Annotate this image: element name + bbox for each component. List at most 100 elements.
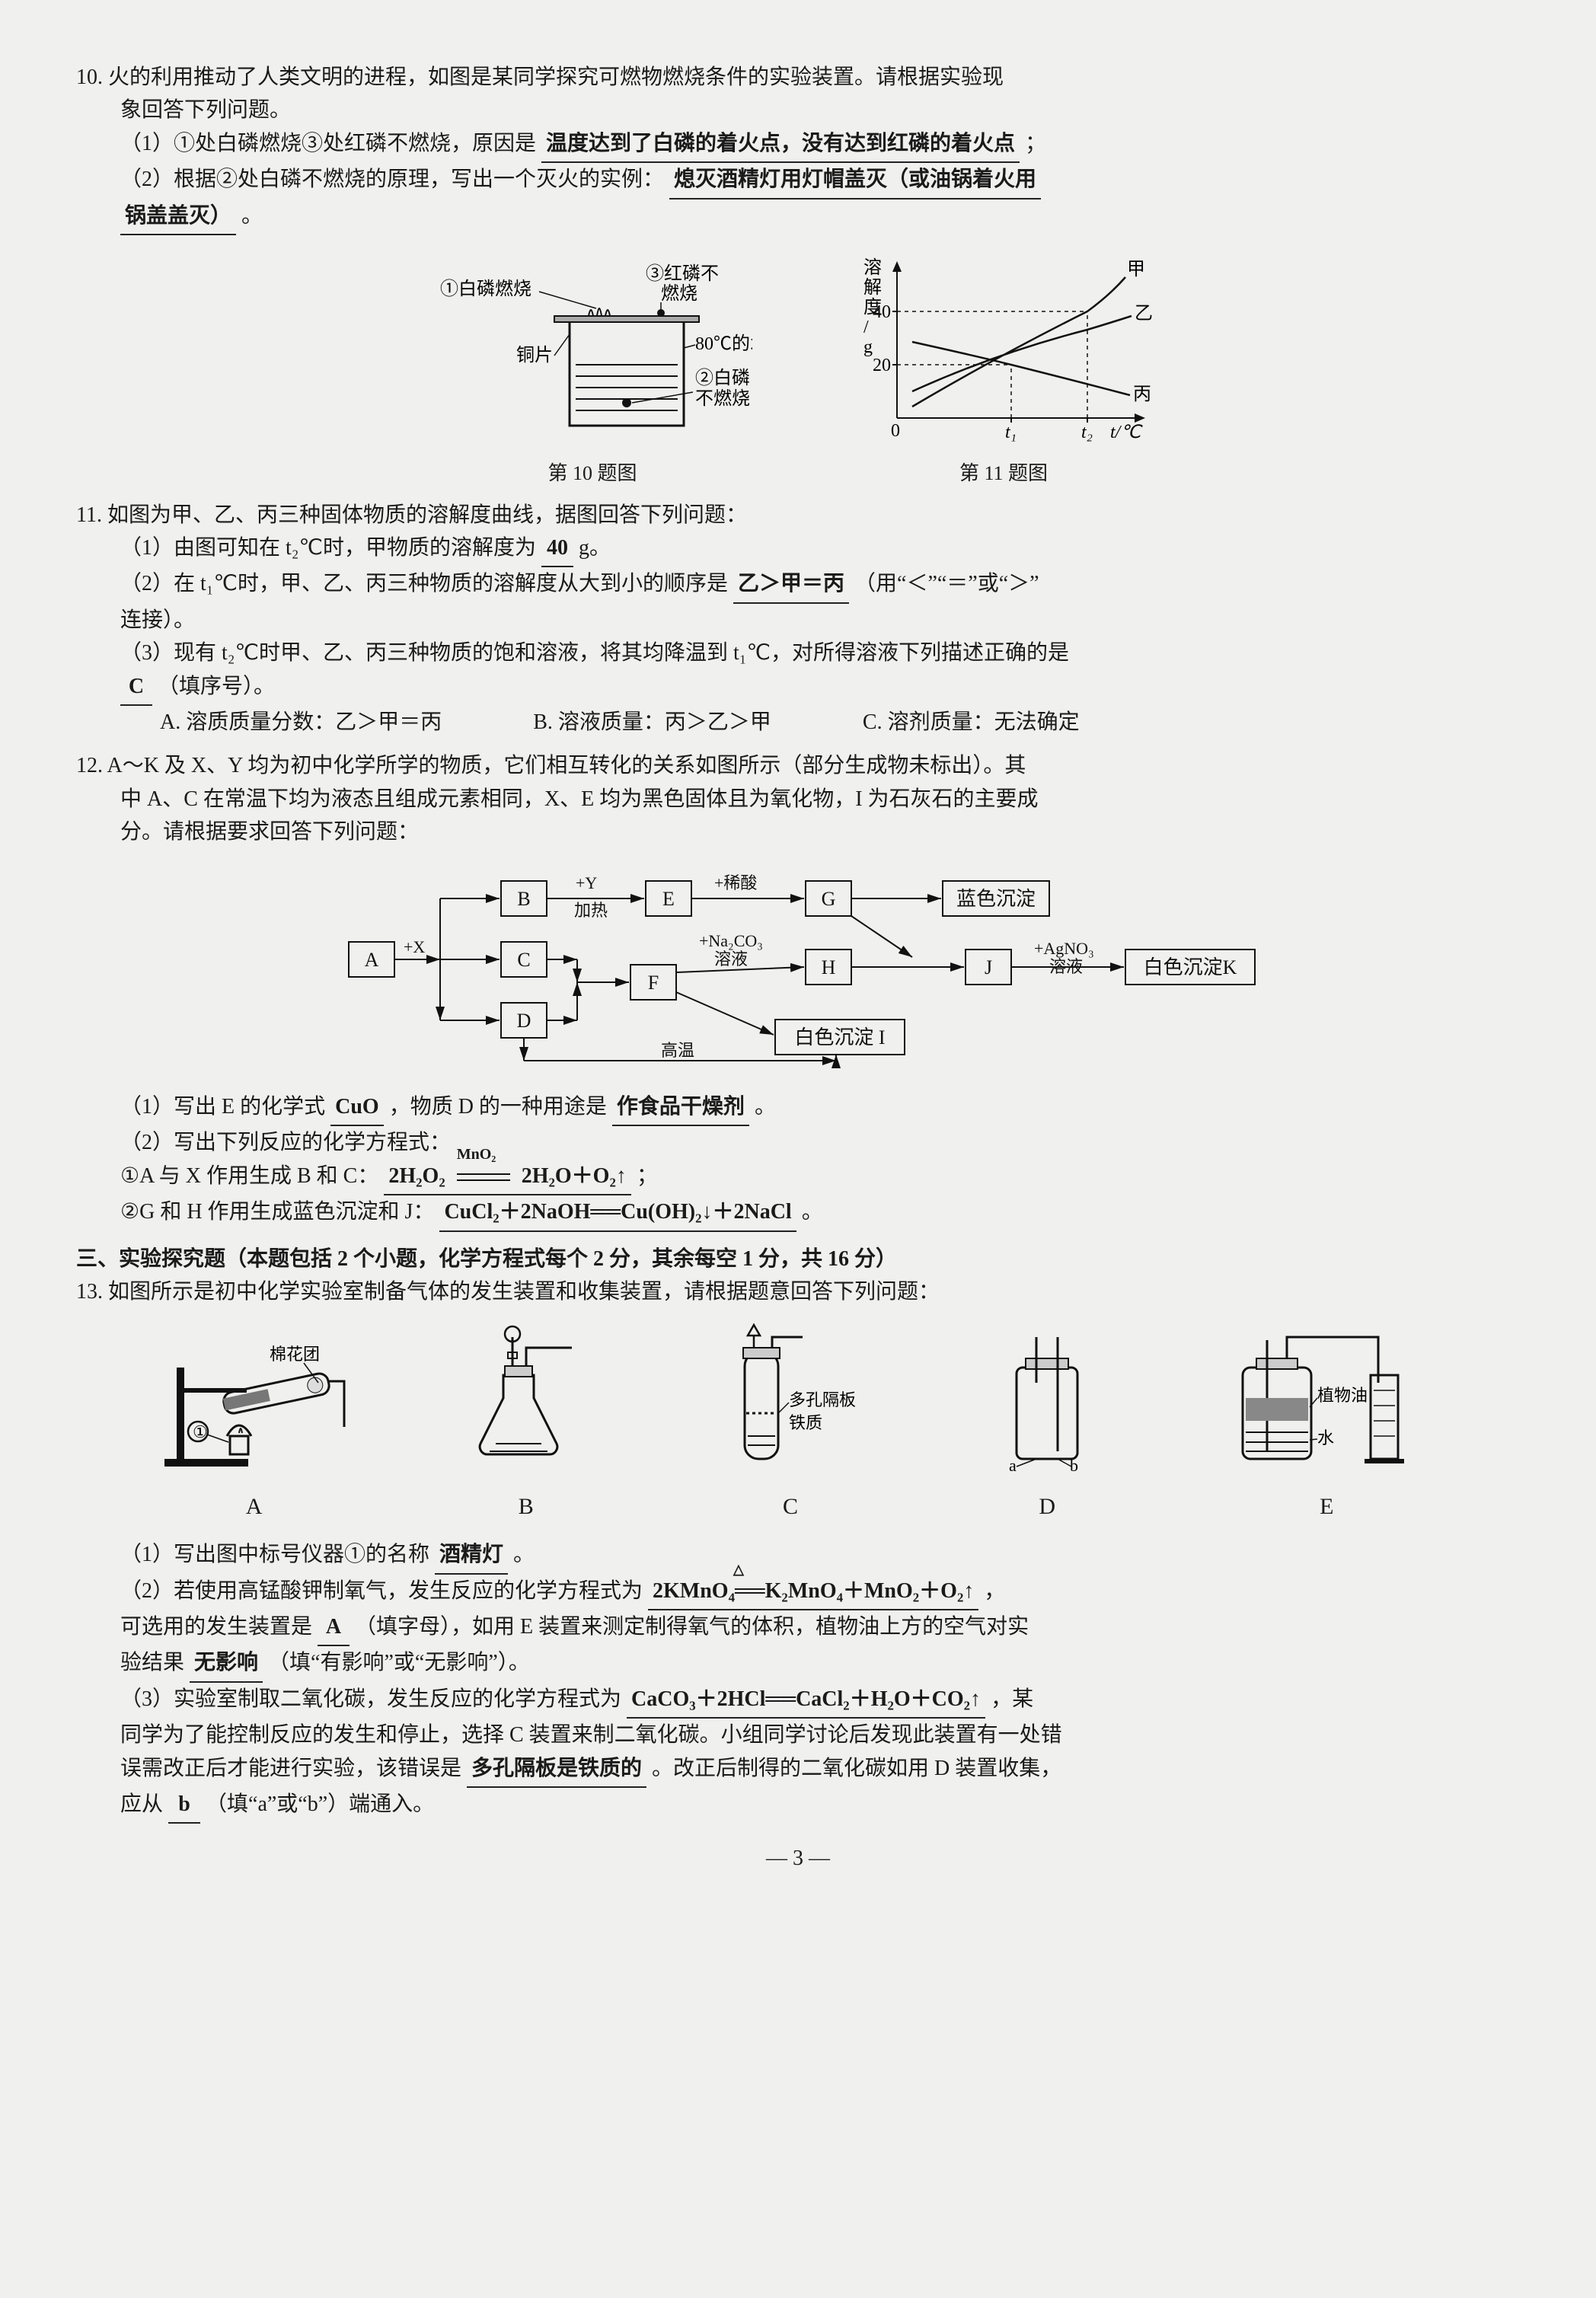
q12-p1-b: ，物质 D 的一种用途是 — [389, 1095, 607, 1119]
svg-text:t/℃: t/℃ — [1110, 423, 1143, 442]
svg-text:B: B — [517, 888, 530, 910]
question-13: 13. 如图所示是初中化学实验室制备气体的发生装置和收集装置，请根据题意回答下列… — [76, 1275, 1520, 1824]
svg-text:加热: 加热 — [574, 901, 608, 920]
q11-p3-a: （3）现有 t₂℃时甲、乙、丙三种物质的饱和溶液，将其均降温到 t₁℃，对所得溶… — [120, 641, 1069, 665]
svg-text:①: ① — [193, 1422, 208, 1441]
q11-stem: 如图为甲、乙、丙三种固体物质的溶解度曲线，据图回答下列问题： — [107, 503, 747, 527]
svg-text:C: C — [517, 949, 530, 971]
q13-p2-f: （填“有影响”或“无影响”）。 — [268, 1651, 530, 1674]
q11-p1-b: g。 — [579, 536, 611, 560]
svg-text:+稀酸: +稀酸 — [714, 873, 757, 892]
q12-eq2-blank: CuCl₂＋2NaOH══Cu(OH)₂↓＋2NaCl — [439, 1195, 796, 1231]
svg-text:F: F — [648, 972, 659, 994]
svg-text:t₂: t₂ — [1081, 423, 1093, 442]
svg-text:t₁: t₁ — [1005, 423, 1017, 442]
q13-p1-b: 。 — [513, 1543, 535, 1566]
q12-eq1-a: ①A 与 X 作用生成 B 和 C： — [120, 1164, 378, 1188]
q11-svg: 20 40 溶 解 度 / g 0 t₁ t₂ t/℃ 甲 — [844, 251, 1163, 448]
q13-num: 13. — [76, 1280, 103, 1304]
q13-p3-b: ，某 — [991, 1687, 1033, 1711]
apparatus-B: B — [450, 1322, 602, 1524]
svg-text:②白磷: ②白磷 — [695, 368, 750, 388]
question-10: 10. 火的利用推动了人类文明的进程，如图是某同学探究可燃物燃烧条件的实验装置。… — [76, 61, 1520, 235]
q13-p2-a: （2）若使用高锰酸钾制氧气，发生反应的化学方程式为 — [120, 1579, 643, 1603]
q12-flow-svg: A B C D E F G H J 蓝色沉淀 白色沉淀 I 白色沉淀K — [303, 858, 1293, 1071]
q13-p2-b: ， — [984, 1579, 1005, 1603]
q13-p1-blank: 酒精灯 — [435, 1538, 508, 1574]
question-11: 11. 如图为甲、乙、丙三种固体物质的溶解度曲线，据图回答下列问题： （1）由图… — [76, 499, 1520, 739]
q10-figure: ①白磷燃烧 ③红磷不 燃烧 铜片 80℃的水 ②白磷 不燃烧 第 10 题图 — [433, 251, 752, 490]
apparatus-C-label: C — [699, 1489, 882, 1525]
q13-stem: 如图所示是初中化学实验室制备气体的发生装置和收集装置，请根据题意回答下列问题： — [108, 1280, 940, 1304]
svg-text:植物油: 植物油 — [1317, 1386, 1368, 1405]
q11-opt-b: B. 溶液质量：丙＞乙＞甲 — [533, 706, 771, 739]
svg-text:G: G — [822, 888, 836, 910]
eq1-cat: MnO₂ — [457, 1143, 496, 1167]
q11-options: A. 溶质质量分数：乙＞甲＝丙 B. 溶液质量：丙＞乙＞甲 C. 溶剂质量：无法… — [76, 706, 1520, 739]
q10-stem-a: 火的利用推动了人类文明的进程，如图是某同学探究可燃物燃烧条件的实验装置。请根据实… — [108, 65, 1004, 89]
q10-p1-tail: ； — [1025, 132, 1046, 155]
svg-text:白色沉淀K: 白色沉淀K — [1144, 956, 1237, 978]
svg-text:燃烧: 燃烧 — [661, 283, 697, 304]
svg-text:0: 0 — [891, 421, 900, 441]
svg-text:J: J — [985, 956, 992, 978]
svg-text:铁质: 铁质 — [789, 1413, 822, 1432]
q10-p1: （1）①处白磷燃烧③处红磷不燃烧，原因是 温度达到了白磷的着火点，没有达到红磷的… — [76, 127, 1520, 163]
apparatus-E-label: E — [1212, 1489, 1441, 1525]
q13-p2-eq: 2KMnO₄══K₂MnO₄＋MnO₂＋O₂↑ — [653, 1579, 974, 1603]
svg-text:棉花团: 棉花团 — [270, 1345, 320, 1364]
q13-p3-d: 误需改正后才能进行实验，该错误是 — [120, 1757, 461, 1780]
svg-text:水: 水 — [1317, 1428, 1334, 1447]
q11-p3-blank: C — [120, 670, 152, 706]
q12-p1-c: 。 — [755, 1095, 776, 1119]
svg-text:20: 20 — [873, 356, 891, 375]
q13-p3-g: （填“a”或“b”）端通入。 — [206, 1792, 434, 1816]
eq1-pre: 2H₂O₂ — [388, 1164, 445, 1188]
q10-p2-label: （2）根据②处白磷不燃烧的原理，写出一个灭火的实例： — [120, 168, 664, 191]
q13-p1-a: （1）写出图中标号仪器①的名称 — [120, 1543, 429, 1566]
q11-p1-blank: 40 — [541, 531, 573, 567]
q11-caption: 第 11 题图 — [844, 458, 1163, 489]
q12-p1-blank2: 作食品干燥剂 — [612, 1090, 749, 1126]
svg-text:D: D — [517, 1010, 531, 1032]
q10-p2-cont: 锅盖盖灭） 。 — [76, 199, 1520, 235]
svg-text:解: 解 — [863, 277, 882, 298]
q10-p2-tail: 。 — [241, 204, 263, 228]
q10-caption: 第 10 题图 — [433, 458, 752, 489]
q10-label1-txt: ①白磷燃烧 — [440, 279, 531, 299]
q10-num: 10. — [76, 65, 103, 89]
q13-delta: △ — [733, 1559, 744, 1581]
q10-p2: （2）根据②处白磷不燃烧的原理，写出一个灭火的实例： 熄灭酒精灯用灯帽盖灭（或油… — [76, 163, 1520, 199]
q12-stem-a: A～K 及 X、Y 均为初中化学所学的物质，它们相互转化的关系如图所示（部分生成… — [107, 754, 1026, 777]
q12-flow: A B C D E F G H J 蓝色沉淀 白色沉淀 I 白色沉淀K — [76, 858, 1520, 1081]
apparatus-E: 植物油 水 E — [1212, 1322, 1441, 1524]
svg-text:度: 度 — [863, 297, 882, 318]
q13-p2-blank2: A — [318, 1610, 350, 1646]
svg-text:/: / — [863, 318, 869, 337]
q10-stem-b: 象回答下列问题。 — [76, 94, 1520, 126]
apparatus-D: a b D — [978, 1322, 1116, 1524]
svg-text:多孔隔板: 多孔隔板 — [789, 1390, 856, 1409]
q13-p2-c: 可选用的发生装置是 — [120, 1615, 312, 1639]
q12-num: 12. — [76, 754, 103, 777]
svg-text:A: A — [365, 949, 379, 971]
svg-text:白色沉淀 I: 白色沉淀 I — [794, 1026, 885, 1048]
apparatus-B-label: B — [450, 1489, 602, 1525]
q11-opt-c: C. 溶剂质量：无法确定 — [863, 706, 1080, 739]
q12-eq2-tail: 。 — [802, 1200, 823, 1224]
q11-p1-a: （1）由图可知在 t₂℃时，甲物质的溶解度为 — [120, 536, 536, 560]
q10-p1-blank: 温度达到了白磷的着火点，没有达到红磷的着火点 — [541, 127, 1020, 163]
apparatus-A-label: A — [155, 1489, 353, 1525]
page-footer: — 3 — — [76, 1842, 1520, 1875]
svg-text:H: H — [822, 956, 836, 978]
q13-p3-e: 。改正后制得的二氧化碳如用 D 装置收集， — [652, 1757, 1061, 1780]
svg-text:乙: 乙 — [1135, 304, 1153, 324]
apparatus-A: ① 棉花团 A — [155, 1322, 353, 1524]
svg-text:不燃烧: 不燃烧 — [695, 388, 750, 409]
svg-text:E: E — [662, 888, 675, 910]
q13-p3-blank: CaCO₃＋2HCl══CaCl₂＋H₂O＋CO₂↑ — [627, 1683, 985, 1719]
svg-text:80℃的水: 80℃的水 — [695, 334, 752, 354]
apparatus-C: 多孔隔板 铁质 C — [699, 1322, 882, 1524]
q12-eq1-tail: ； — [637, 1164, 658, 1188]
svg-text:+Na₂CO₃: +Na₂CO₃ — [699, 931, 763, 950]
